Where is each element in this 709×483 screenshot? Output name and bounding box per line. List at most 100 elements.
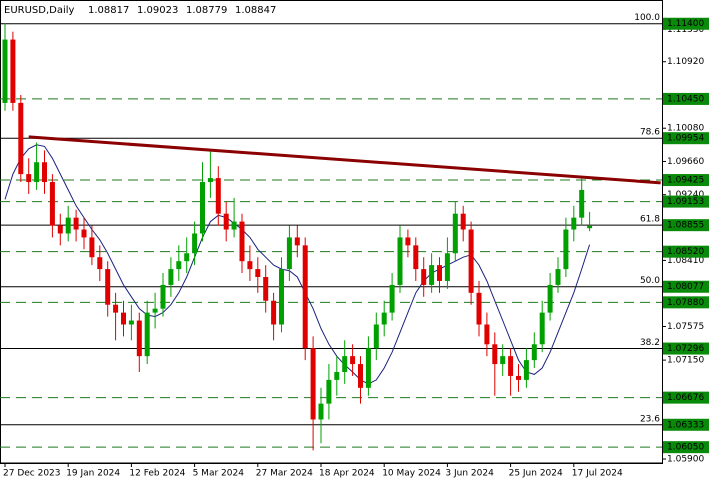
fib-price-label: 1.08077 <box>667 282 704 292</box>
candle-body <box>587 225 593 229</box>
candle-body <box>49 182 55 226</box>
candle-body <box>429 265 435 285</box>
symbol-title: EURUSD,Daily <box>4 5 75 16</box>
fib-price-box <box>663 418 709 431</box>
fib-ratio: 38.2 <box>640 338 660 348</box>
candle-body <box>444 253 450 281</box>
candle-body <box>334 371 340 380</box>
fib-ratio: 61.8 <box>640 215 660 225</box>
candle-body <box>223 213 229 230</box>
candle-body <box>563 229 569 270</box>
candle-body <box>302 245 308 349</box>
fib-ratio: 100.0 <box>634 13 660 23</box>
candle-body <box>365 348 371 388</box>
level-price-label: 1.10450 <box>667 94 704 104</box>
header-high: 1.09023 <box>137 5 178 16</box>
fib-price-label: 1.11400 <box>667 19 704 29</box>
fib-price-box <box>663 280 709 293</box>
candle-body <box>397 237 403 285</box>
candle-body <box>97 257 103 270</box>
level-price-label: 1.09425 <box>667 176 704 186</box>
candle-body <box>381 312 387 325</box>
candle-body <box>57 225 63 234</box>
candle-body <box>192 233 198 254</box>
candle-body <box>113 304 119 313</box>
candle-body <box>168 269 174 285</box>
candle-body <box>294 237 300 246</box>
header-close: 1.08847 <box>235 5 276 16</box>
candle-body <box>89 237 95 258</box>
x-tick-label: 12 Feb 2024 <box>129 469 185 479</box>
candle-body <box>318 403 324 420</box>
fib-ratio: 23.6 <box>640 414 660 424</box>
candle-body <box>271 300 277 325</box>
level-price-label: 1.07880 <box>667 298 704 308</box>
candle-body <box>10 39 16 103</box>
candle-body <box>26 174 32 183</box>
trendline <box>28 135 661 185</box>
y-tick-label: 1.05900 <box>667 455 704 465</box>
candle-body <box>34 162 40 183</box>
candle-body <box>476 292 482 325</box>
x-tick-label: 25 Jun 2024 <box>509 469 563 479</box>
candle-body <box>279 269 284 325</box>
candle-body <box>405 237 411 246</box>
level-price-label: 1.09153 <box>667 197 704 207</box>
y-tick-label: 1.07575 <box>667 322 704 332</box>
candle-body <box>128 320 134 325</box>
x-tick-label: 10 May 2024 <box>382 469 441 479</box>
fib-price-box <box>663 17 709 30</box>
x-tick-label: 27 Dec 2023 <box>3 469 61 479</box>
candle-body <box>42 162 47 183</box>
x-tick-label: 3 Jun 2024 <box>445 469 494 479</box>
candle-body <box>81 229 87 238</box>
level-price-box <box>663 195 709 208</box>
y-tick-label: 1.10920 <box>667 57 704 67</box>
x-tick-label: 17 Jul 2024 <box>572 469 623 479</box>
candle-body <box>358 364 363 388</box>
candle-body <box>468 229 474 293</box>
candle-body <box>255 269 261 278</box>
level-price-box <box>663 441 709 454</box>
candle-body <box>310 348 316 420</box>
fib-ratio: 50.0 <box>640 276 660 286</box>
candle-body <box>484 324 490 345</box>
candle-body <box>326 379 332 404</box>
moving-average <box>4 144 591 385</box>
fib-ratio: 78.6 <box>640 128 660 138</box>
candle-body <box>152 308 158 313</box>
y-tick-label: 1.07150 <box>667 356 704 366</box>
fib-price-label: 1.07296 <box>667 344 704 354</box>
candle-body <box>121 312 126 325</box>
candle-body <box>555 269 561 285</box>
level-price-label: 1.06050 <box>667 443 704 453</box>
candle-body <box>286 237 292 270</box>
candle-body <box>144 312 150 357</box>
level-price-box <box>663 174 709 187</box>
level-price-label: 1.08520 <box>667 247 704 257</box>
candle-body <box>413 245 419 270</box>
x-tick-label: 27 Mar 2024 <box>256 469 313 479</box>
candle-body <box>531 344 537 361</box>
fib-price-label: 1.08855 <box>667 221 704 231</box>
candle-body <box>373 324 379 349</box>
candle-body <box>200 182 205 234</box>
candle-body <box>231 221 237 230</box>
candle-body <box>73 217 79 230</box>
candle-body <box>136 320 142 357</box>
y-tick-label: 1.11330 <box>667 25 704 35</box>
candle-body <box>65 217 71 234</box>
fib-price-label: 1.09954 <box>667 134 704 144</box>
candle-body <box>350 356 356 365</box>
candle-body <box>105 269 111 305</box>
candle-body <box>207 178 213 183</box>
candle-body <box>452 213 458 254</box>
candle-body <box>2 39 8 103</box>
plot-frame <box>0 0 663 464</box>
candle-body <box>389 284 395 313</box>
header-open: 1.08817 <box>88 5 129 16</box>
y-tick-label: 1.10080 <box>667 124 704 134</box>
candle-body <box>239 221 245 262</box>
x-tick-label: 19 Jan 2024 <box>66 469 120 479</box>
